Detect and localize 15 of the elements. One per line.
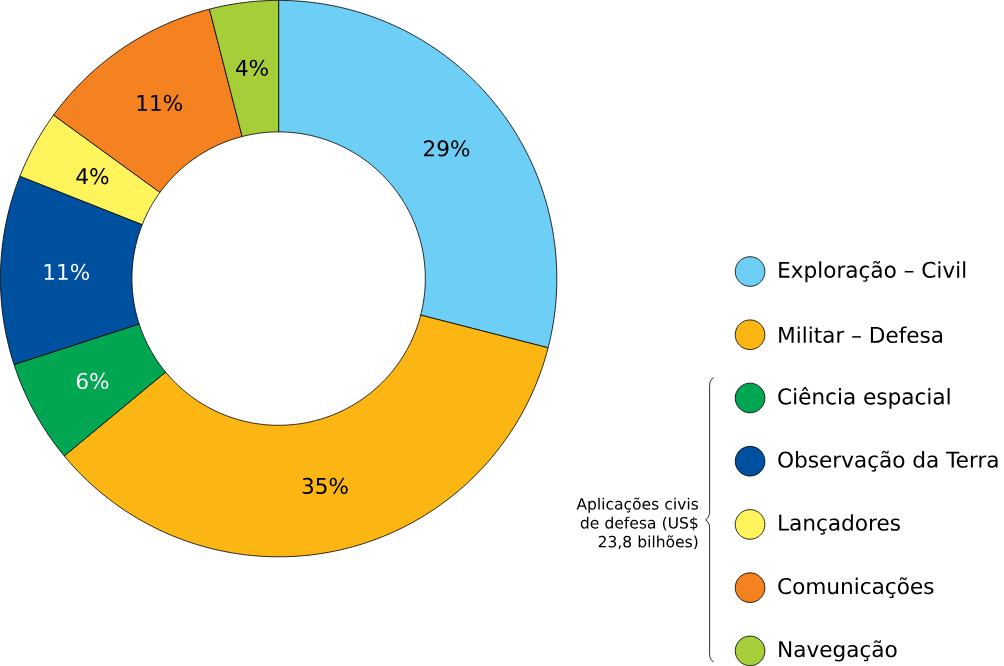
- data-label: 29%: [424, 140, 470, 157]
- data-label: 11%: [44, 263, 90, 281]
- data-label: 4%: [235, 59, 268, 76]
- data-label: 11%: [137, 94, 182, 111]
- legend-label: Observação da Terra: [778, 450, 998, 472]
- legend-label: Navegação: [779, 640, 897, 662]
- legend-label: Exploração – Civil: [779, 260, 966, 283]
- legend-label: Ciência espacial: [778, 387, 950, 409]
- legend-label: Lançadores: [779, 514, 900, 535]
- legend-label: Comunicações: [778, 577, 934, 599]
- data-label: 35%: [302, 477, 348, 495]
- data-label: 6%: [76, 372, 109, 390]
- text: Aplicações civis de defesa (US$ 23,8 bilhões): [576, 497, 699, 550]
- data-label: 4%: [76, 168, 109, 185]
- legend-label: Militar – Defesa: [779, 326, 943, 344]
